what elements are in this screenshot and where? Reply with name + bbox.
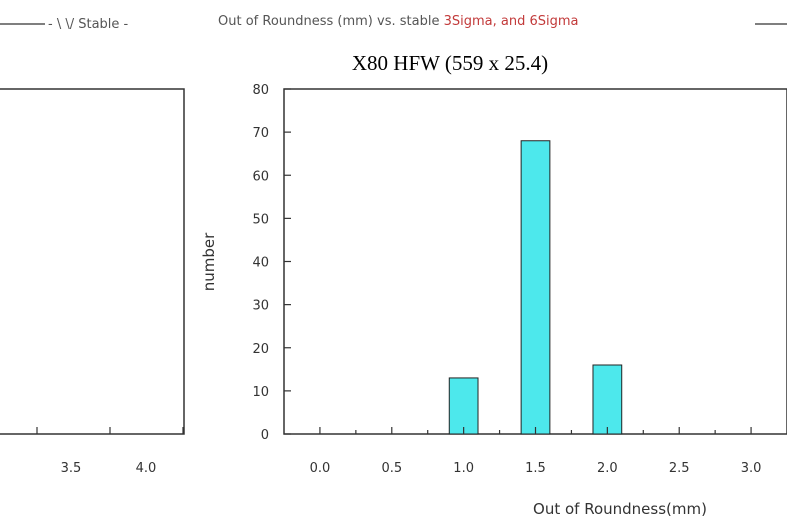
y-tick-label: 40: [252, 256, 269, 271]
header-left-text: - \ \/ Stable -: [48, 17, 129, 32]
y-tick-label: 80: [252, 83, 269, 98]
y-axis: 0 10 20 30 40 50 60 70 80: [252, 83, 291, 443]
x-tick-label: 1.5: [525, 461, 546, 476]
bar-1-5: [520, 140, 551, 435]
main-chart: X80 HFW (559 x 25.4) 0 10 20 30 40 50 60 70 80 0…: [200, 51, 787, 518]
x-tick-label: 2.5: [669, 461, 690, 476]
y-tick-label: 10: [252, 385, 269, 400]
header-main-text: Out of Roundness (mm) vs. stable 3Sigma,…: [218, 14, 578, 29]
y-tick-label: 70: [252, 126, 269, 141]
y-tick-label: 60: [252, 169, 269, 184]
y-axis-title: number: [200, 232, 218, 291]
x-tick-label: 0.0: [310, 461, 331, 476]
header-main-text-part: Out of Roundness (mm) vs. stable: [218, 14, 444, 29]
x-axis: 0.0 0.5 1.0 1.5 2.0 2.5 3.0: [310, 427, 762, 476]
bars-layer: [448, 140, 623, 435]
left-chart-frame: [0, 88, 185, 435]
y-tick-label: 30: [252, 299, 269, 314]
bar-2: [592, 364, 623, 435]
chart-title: X80 HFW (559 x 25.4): [352, 51, 548, 75]
header-main-text-red: 3Sigma, and 6Sigma: [444, 14, 579, 29]
x-tick-label: 0.5: [381, 461, 402, 476]
y-tick-label: 0: [261, 428, 269, 443]
x-tick-label: 1.0: [453, 461, 474, 476]
left-chart-x-tick-label: 3.5: [61, 461, 82, 476]
y-tick-label: 50: [252, 212, 269, 227]
x-tick-label: 2.0: [597, 461, 618, 476]
left-chart: 3.5 4.0: [0, 88, 185, 476]
bar-1: [448, 377, 479, 435]
x-axis-title: Out of Roundness(mm): [533, 500, 707, 518]
y-tick-label: 20: [252, 342, 269, 357]
x-tick-label: 3.0: [741, 461, 762, 476]
left-chart-x-tick-label: 4.0: [136, 461, 157, 476]
header-strip: - \ \/ Stable - Out of Roundness (mm) vs…: [0, 14, 787, 32]
